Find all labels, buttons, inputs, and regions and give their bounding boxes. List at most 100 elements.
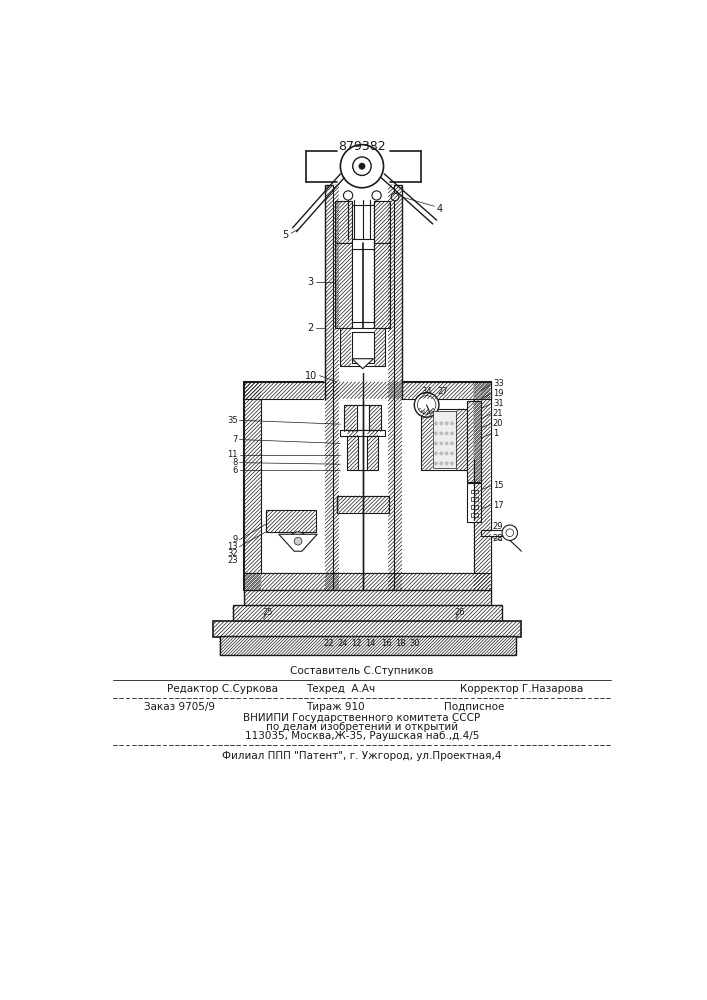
Bar [333, 185, 395, 590]
Bar [474, 382, 491, 590]
Circle shape [439, 431, 443, 435]
Circle shape [439, 451, 443, 455]
Circle shape [450, 441, 454, 445]
Bar [244, 573, 491, 590]
Circle shape [445, 461, 448, 465]
Bar [471, 513, 478, 517]
Text: 1: 1 [493, 429, 498, 438]
Bar [335, 243, 352, 328]
Circle shape [344, 191, 353, 200]
Circle shape [439, 421, 443, 425]
Text: 35: 35 [228, 416, 238, 425]
Circle shape [372, 191, 381, 200]
Text: 14: 14 [366, 639, 375, 648]
Circle shape [417, 396, 436, 414]
Bar [467, 483, 481, 522]
Bar [356, 405, 369, 432]
Circle shape [434, 461, 438, 465]
Bar [373, 201, 390, 243]
Text: 2: 2 [308, 323, 313, 333]
Bar [471, 505, 478, 509]
Text: 12: 12 [351, 639, 362, 648]
Circle shape [294, 537, 302, 545]
Text: 5: 5 [283, 231, 288, 240]
Text: Редактор С.Суркова: Редактор С.Суркова [167, 684, 278, 694]
Text: 10: 10 [305, 371, 317, 381]
Text: 34: 34 [421, 387, 432, 396]
Text: 23: 23 [228, 556, 238, 565]
Text: 31: 31 [493, 399, 503, 408]
Circle shape [450, 461, 454, 465]
Bar [352, 205, 373, 239]
Text: 879382: 879382 [338, 140, 386, 153]
Text: 17: 17 [493, 500, 503, 510]
Bar [473, 459, 491, 520]
Text: 9: 9 [233, 535, 238, 544]
Text: Техред  А.Ач: Техред А.Ач [305, 684, 375, 694]
Text: Подписное: Подписное [444, 702, 505, 712]
Bar [471, 497, 478, 501]
Text: 7: 7 [233, 435, 238, 444]
Bar [244, 590, 491, 607]
Text: Тираж 910: Тираж 910 [305, 702, 364, 712]
Text: 24: 24 [337, 639, 348, 648]
Text: ВНИИПИ Государственного комитета СССР: ВНИИПИ Государственного комитета СССР [243, 713, 481, 723]
Circle shape [445, 441, 448, 445]
Circle shape [353, 157, 371, 175]
Text: Заказ 9705/9: Заказ 9705/9 [144, 702, 215, 712]
Circle shape [450, 431, 454, 435]
Circle shape [359, 163, 365, 169]
Circle shape [434, 441, 438, 445]
Text: 28: 28 [493, 534, 503, 543]
Text: 32: 32 [228, 549, 238, 558]
Text: Филиал ППП "Патент", г. Ужгород, ул.Проектная,4: Филиал ППП "Патент", г. Ужгород, ул.Прое… [222, 751, 502, 761]
Text: Составитель С.Ступников: Составитель С.Ступников [291, 666, 433, 676]
Bar [335, 201, 352, 243]
Circle shape [502, 525, 518, 540]
Bar [340, 430, 385, 436]
Bar [325, 185, 339, 590]
Circle shape [445, 451, 448, 455]
Bar [340, 328, 385, 366]
Circle shape [288, 532, 308, 550]
Text: 21: 21 [493, 409, 503, 418]
Text: 18: 18 [395, 639, 406, 648]
Circle shape [414, 393, 439, 417]
Text: 16: 16 [381, 639, 392, 648]
Text: 19: 19 [493, 389, 503, 398]
Bar [337, 496, 389, 513]
Bar [358, 430, 368, 470]
Text: 15: 15 [493, 481, 503, 490]
Text: 13: 13 [228, 542, 238, 551]
Circle shape [434, 421, 438, 425]
Polygon shape [279, 534, 317, 551]
Circle shape [340, 145, 383, 188]
Bar [471, 490, 478, 493]
Text: 8: 8 [233, 458, 238, 467]
Text: 33: 33 [493, 379, 503, 388]
Circle shape [450, 421, 454, 425]
Text: 11: 11 [228, 450, 238, 459]
Polygon shape [352, 359, 373, 369]
Text: 27: 27 [438, 387, 448, 396]
Bar [233, 605, 502, 622]
Text: 3: 3 [308, 277, 313, 287]
Bar [352, 249, 373, 322]
Bar [352, 332, 373, 363]
Bar [481, 530, 504, 536]
Bar [344, 405, 381, 432]
Text: 30: 30 [409, 639, 420, 648]
Circle shape [439, 461, 443, 465]
Text: 26: 26 [455, 608, 465, 617]
Bar [388, 185, 402, 590]
Bar [373, 243, 390, 328]
Bar [467, 401, 481, 482]
Bar [244, 382, 261, 590]
Bar [325, 381, 403, 400]
Bar [433, 411, 456, 468]
Text: 22: 22 [324, 639, 334, 648]
Bar [219, 636, 516, 655]
Circle shape [450, 451, 454, 455]
Bar [347, 430, 378, 470]
Bar [214, 620, 521, 637]
